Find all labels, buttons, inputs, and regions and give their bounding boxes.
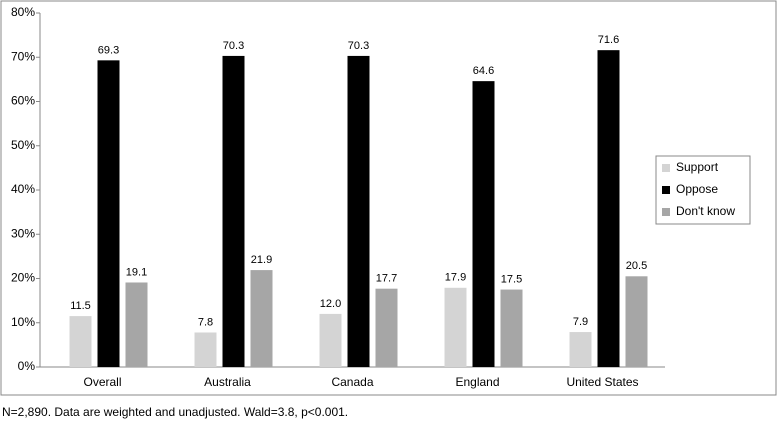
y-tick-label: 80% bbox=[11, 5, 35, 19]
value-label: 70.3 bbox=[348, 40, 369, 52]
legend-label: Support bbox=[676, 160, 719, 174]
legend-swatch bbox=[662, 164, 670, 172]
legend-swatch bbox=[662, 186, 670, 194]
bar bbox=[500, 289, 523, 367]
value-label: 12.0 bbox=[320, 298, 341, 310]
bar bbox=[444, 287, 467, 367]
bar bbox=[69, 316, 92, 367]
x-tick-label: United States bbox=[566, 375, 638, 389]
value-label: 17.9 bbox=[445, 272, 466, 284]
bar bbox=[569, 332, 592, 367]
value-label: 71.6 bbox=[598, 34, 619, 46]
bar bbox=[250, 270, 273, 367]
bar bbox=[625, 276, 648, 367]
bar bbox=[347, 55, 370, 368]
y-tick-label: 40% bbox=[11, 182, 35, 196]
value-label: 17.7 bbox=[376, 273, 397, 285]
value-label: 7.8 bbox=[198, 316, 213, 328]
value-label: 21.9 bbox=[251, 254, 272, 266]
value-label: 64.6 bbox=[473, 65, 494, 77]
legend-box bbox=[655, 155, 751, 225]
x-tick-label: Australia bbox=[204, 375, 251, 389]
value-label: 70.3 bbox=[223, 40, 244, 52]
y-tick-label: 60% bbox=[11, 94, 35, 108]
value-label: 20.5 bbox=[626, 260, 647, 272]
value-label: 17.5 bbox=[501, 273, 522, 285]
legend-label: Oppose bbox=[676, 182, 718, 196]
x-tick-label: Overall bbox=[83, 375, 121, 389]
legend-label: Don't know bbox=[676, 204, 735, 218]
y-tick-label: 10% bbox=[11, 315, 35, 329]
value-label: 69.3 bbox=[98, 44, 119, 56]
value-label: 19.1 bbox=[126, 266, 147, 278]
value-label: 7.9 bbox=[573, 316, 588, 328]
x-tick-label: Canada bbox=[331, 375, 373, 389]
y-tick-label: 20% bbox=[11, 271, 35, 285]
caption: N=2,890. Data are weighted and unadjuste… bbox=[2, 405, 348, 419]
y-tick-label: 50% bbox=[11, 138, 35, 152]
bar bbox=[222, 55, 245, 368]
bar bbox=[375, 288, 398, 367]
y-tick-label: 70% bbox=[11, 49, 35, 63]
bar bbox=[194, 332, 217, 367]
y-tick-label: 30% bbox=[11, 226, 35, 240]
bar bbox=[319, 313, 342, 367]
legend-swatch bbox=[662, 208, 670, 216]
bar bbox=[597, 50, 620, 368]
value-label: 11.5 bbox=[70, 300, 91, 312]
x-tick-label: England bbox=[455, 375, 499, 389]
bar bbox=[97, 60, 120, 367]
bar bbox=[125, 282, 148, 367]
bar bbox=[472, 81, 495, 368]
y-tick-label: 0% bbox=[18, 359, 36, 373]
